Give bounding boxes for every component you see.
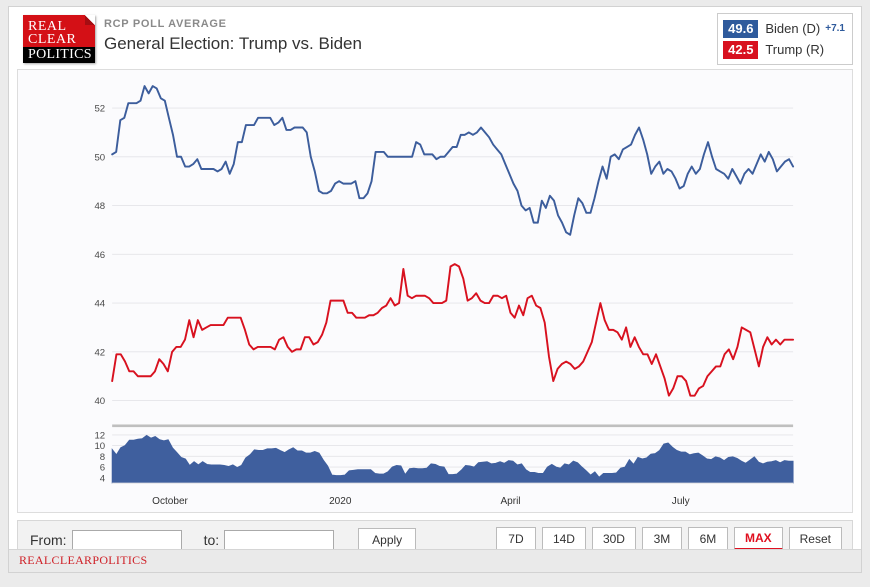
reset-button[interactable]: Reset <box>788 527 842 550</box>
page-title: General Election: Trump vs. Biden <box>104 34 362 53</box>
range-buttons: 7D 14D 30D 3M 6M MAX Reset <box>495 527 842 550</box>
legend-row-trump[interactable]: 42.5 Trump (R) <box>723 40 845 59</box>
svg-text:4: 4 <box>100 473 106 484</box>
svg-text:6: 6 <box>100 463 105 474</box>
date-range-controls: From: to: Apply <box>30 528 417 552</box>
apply-button[interactable]: Apply <box>358 528 417 552</box>
range-button-30d[interactable]: 30D <box>591 527 636 550</box>
legend-row-biden[interactable]: 49.6 Biden (D) +7.1 <box>723 19 845 38</box>
svg-text:52: 52 <box>94 104 105 115</box>
range-button-max[interactable]: MAX <box>733 527 783 550</box>
rcp-logo: REAL CLEAR POLITICS <box>23 15 95 63</box>
chart-area[interactable]: 40 42 44 46 48 50 52 4 6 8 10 12 October 2020 April Jul… <box>17 69 853 513</box>
svg-text:12: 12 <box>94 430 105 441</box>
from-label: From: <box>30 532 67 548</box>
range-button-14d[interactable]: 14D <box>541 527 586 550</box>
svg-text:8: 8 <box>100 452 105 463</box>
to-input[interactable] <box>224 530 335 550</box>
svg-text:2020: 2020 <box>329 496 352 507</box>
legend: 49.6 Biden (D) +7.1 42.5 Trump (R) <box>717 13 853 65</box>
kicker-label: RCP POLL AVERAGE <box>104 18 227 30</box>
svg-text:48: 48 <box>94 201 105 212</box>
footer: REALCLEARPOLITICS <box>9 549 861 572</box>
range-button-6m[interactable]: 6M <box>687 527 728 550</box>
chart-widget: REAL CLEAR POLITICS RCP POLL AVERAGE Gen… <box>8 6 862 573</box>
svg-text:44: 44 <box>94 299 105 310</box>
widget-header: REAL CLEAR POLITICS RCP POLL AVERAGE Gen… <box>9 7 861 69</box>
legend-label-biden: Biden (D) <box>765 21 821 36</box>
to-label: to: <box>203 532 220 548</box>
range-button-7d[interactable]: 7D <box>495 527 536 550</box>
logo-fold-corner <box>85 15 95 25</box>
svg-text:46: 46 <box>94 250 105 261</box>
legend-value-biden: 49.6 <box>723 19 759 38</box>
logo-line-2: CLEAR <box>28 32 77 47</box>
from-input[interactable] <box>71 530 182 550</box>
logo-line-1: REAL <box>28 19 67 34</box>
svg-text:July: July <box>672 496 690 507</box>
svg-text:50: 50 <box>94 152 105 163</box>
logo-line-3: POLITICS <box>23 47 95 63</box>
svg-text:10: 10 <box>94 441 105 452</box>
legend-value-trump: 42.5 <box>723 40 759 59</box>
range-button-3m[interactable]: 3M <box>641 527 682 550</box>
footer-brand: REALCLEARPOLITICS <box>19 553 148 567</box>
svg-text:April: April <box>500 496 520 507</box>
svg-text:40: 40 <box>94 396 105 407</box>
legend-delta-biden: +7.1 <box>825 23 845 34</box>
legend-label-trump: Trump (R) <box>765 42 825 57</box>
svg-text:42: 42 <box>94 347 105 358</box>
svg-text:October: October <box>152 496 188 507</box>
